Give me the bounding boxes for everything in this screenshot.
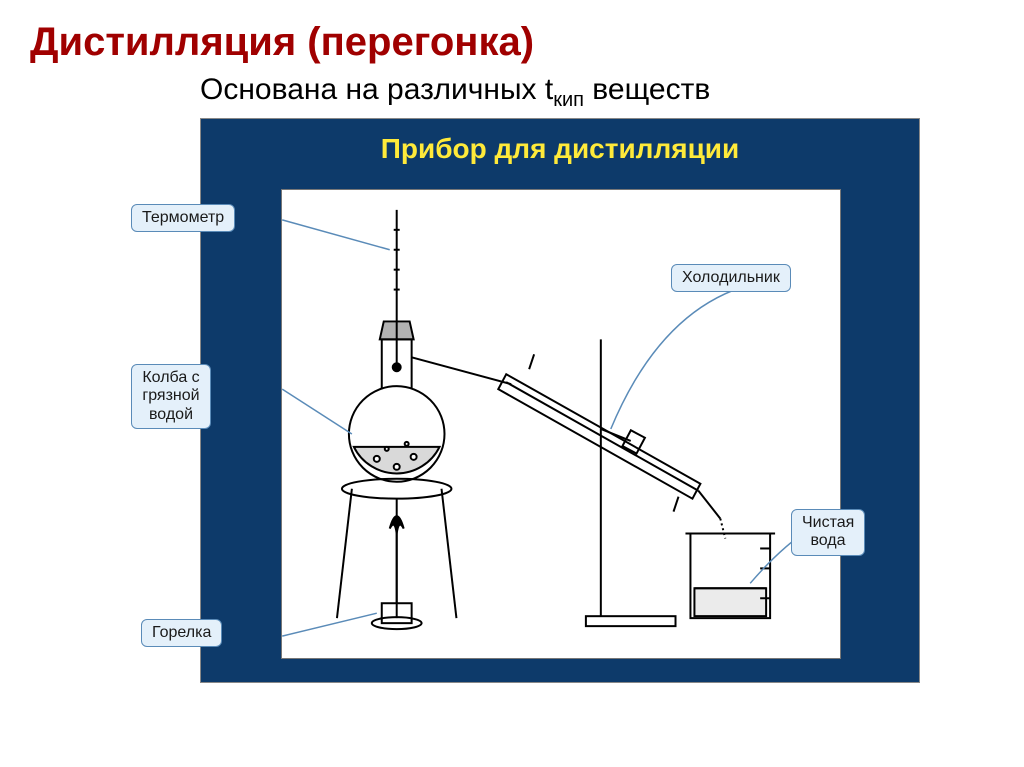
diagram-panel: Прибор для дистилляции Термометр Колба с… — [200, 118, 920, 683]
slide: Дистилляция (перегонка) Основана на разл… — [0, 0, 1024, 767]
label-burner: Горелка — [141, 619, 222, 647]
subtitle-sub: кип — [553, 89, 584, 111]
subtitle-prefix: Основана на различных t — [200, 73, 553, 106]
subtitle: Основана на различных tкип веществ — [200, 73, 994, 112]
apparatus-area — [281, 189, 841, 659]
label-clean-water: Чистаявода — [791, 509, 865, 556]
main-title: Дистилляция (перегонка) — [30, 20, 994, 65]
label-thermometer: Термометр — [131, 204, 235, 232]
panel-title: Прибор для дистилляции — [201, 119, 919, 165]
label-condenser: Холодильник — [671, 264, 791, 292]
label-flask: Колба сгрязнойводой — [131, 364, 211, 429]
beaker-icon — [685, 519, 775, 619]
retort-stand — [586, 339, 676, 626]
apparatus-svg — [282, 190, 840, 658]
thermometer-icon — [393, 210, 401, 371]
condenser-icon — [498, 354, 720, 518]
subtitle-suffix: веществ — [584, 73, 710, 106]
flask-icon — [349, 321, 511, 481]
